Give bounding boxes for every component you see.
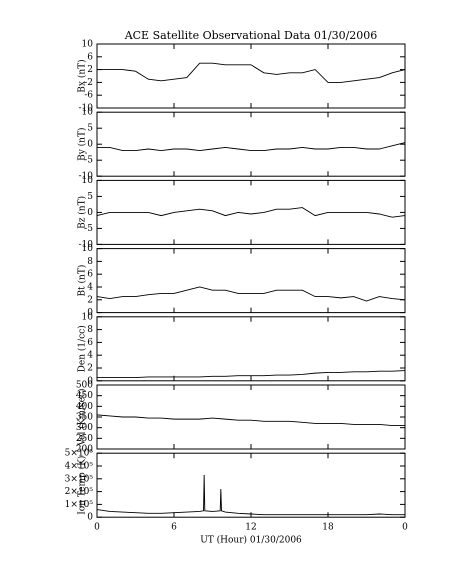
panel-frame xyxy=(96,316,406,382)
y-tick-label: -5 xyxy=(84,224,93,234)
y-tick-label: 6 xyxy=(87,338,93,348)
y-tick-label: 4 xyxy=(87,351,93,361)
y-tick-label: -2 xyxy=(84,78,93,88)
y-axis-label: By (nT) xyxy=(77,128,88,161)
y-tick-label: 5 xyxy=(87,192,93,202)
x-tick-label: 0 xyxy=(402,523,408,533)
y-tick-label: 2 xyxy=(87,364,93,374)
y-tick-label: -5 xyxy=(84,156,93,166)
x-axis-label: UT (Hour) 01/30/2006 xyxy=(200,535,302,546)
data-line xyxy=(96,474,405,516)
y-tick-label: -6 xyxy=(84,91,93,101)
data-line xyxy=(97,142,406,152)
y-axis-label: Ion Temp (K) xyxy=(77,456,88,515)
y-tick-label: 0 xyxy=(87,376,93,386)
y-tick-label: 500 xyxy=(76,381,93,391)
data-line xyxy=(96,286,406,302)
y-tick-label: 10 xyxy=(82,176,94,186)
chart-title: ACE Satellite Observational Data 01/30/2… xyxy=(124,29,378,42)
y-tick-label: 6 xyxy=(87,52,93,62)
y-tick-label: 2 xyxy=(87,65,93,75)
y-tick-label: -10 xyxy=(79,172,94,182)
y-tick-label: 8 xyxy=(87,325,93,335)
y-tick-label: 250 xyxy=(76,434,93,444)
x-tick-label: 6 xyxy=(171,523,177,533)
y-tick-label: 0 xyxy=(87,513,93,523)
panel-frame xyxy=(96,111,406,177)
y-axis-label: Vel (Km/sec) xyxy=(77,388,88,446)
data-line xyxy=(96,414,405,426)
y-tick-label: -10 xyxy=(79,240,94,250)
y-tick-label: 400 xyxy=(76,402,93,412)
data-line xyxy=(96,207,406,218)
y-tick-label: 5×10⁵ xyxy=(65,449,94,459)
y-tick-label: 0 xyxy=(87,308,93,318)
y-tick-label: -10 xyxy=(79,104,94,114)
y-axis-label: Bt (nT) xyxy=(77,265,88,297)
y-tick-label: 200 xyxy=(76,445,93,455)
y-tick-label: 350 xyxy=(76,413,93,423)
data-line xyxy=(97,62,406,83)
y-axis-label: Bx (nT) xyxy=(77,59,88,92)
y-tick-label: 5 xyxy=(87,124,93,134)
y-tick-label: 10 xyxy=(82,108,94,118)
y-tick-label: 450 xyxy=(76,391,93,401)
x-tick-label: 12 xyxy=(245,523,256,533)
y-tick-label: 4×10⁵ xyxy=(65,462,94,472)
panel-frame xyxy=(96,384,406,450)
y-axis-label: Bz (nT) xyxy=(77,196,88,229)
panel-frame xyxy=(96,452,406,518)
y-tick-label: 2 xyxy=(87,295,93,305)
y-tick-label: 8 xyxy=(87,257,93,267)
data-line xyxy=(97,370,406,379)
y-tick-label: 2×10⁵ xyxy=(65,487,94,497)
y-tick-label: 10 xyxy=(82,40,94,50)
y-tick-label: 300 xyxy=(76,423,93,433)
y-tick-label: 3×10⁵ xyxy=(65,474,94,484)
y-tick-label: 1×10⁵ xyxy=(65,500,94,510)
y-tick-label: 10 xyxy=(82,244,94,254)
y-tick-label: 0 xyxy=(87,140,93,150)
panel-frame xyxy=(96,248,406,314)
y-tick-label: 6 xyxy=(87,270,93,280)
y-tick-label: 10 xyxy=(82,312,94,322)
y-tick-label: 4 xyxy=(87,283,93,293)
y-tick-label: 0 xyxy=(87,208,93,218)
y-axis-label: Den (1/cc) xyxy=(77,325,88,372)
x-tick-label: 0 xyxy=(94,523,100,533)
x-tick-label: 18 xyxy=(322,523,334,533)
